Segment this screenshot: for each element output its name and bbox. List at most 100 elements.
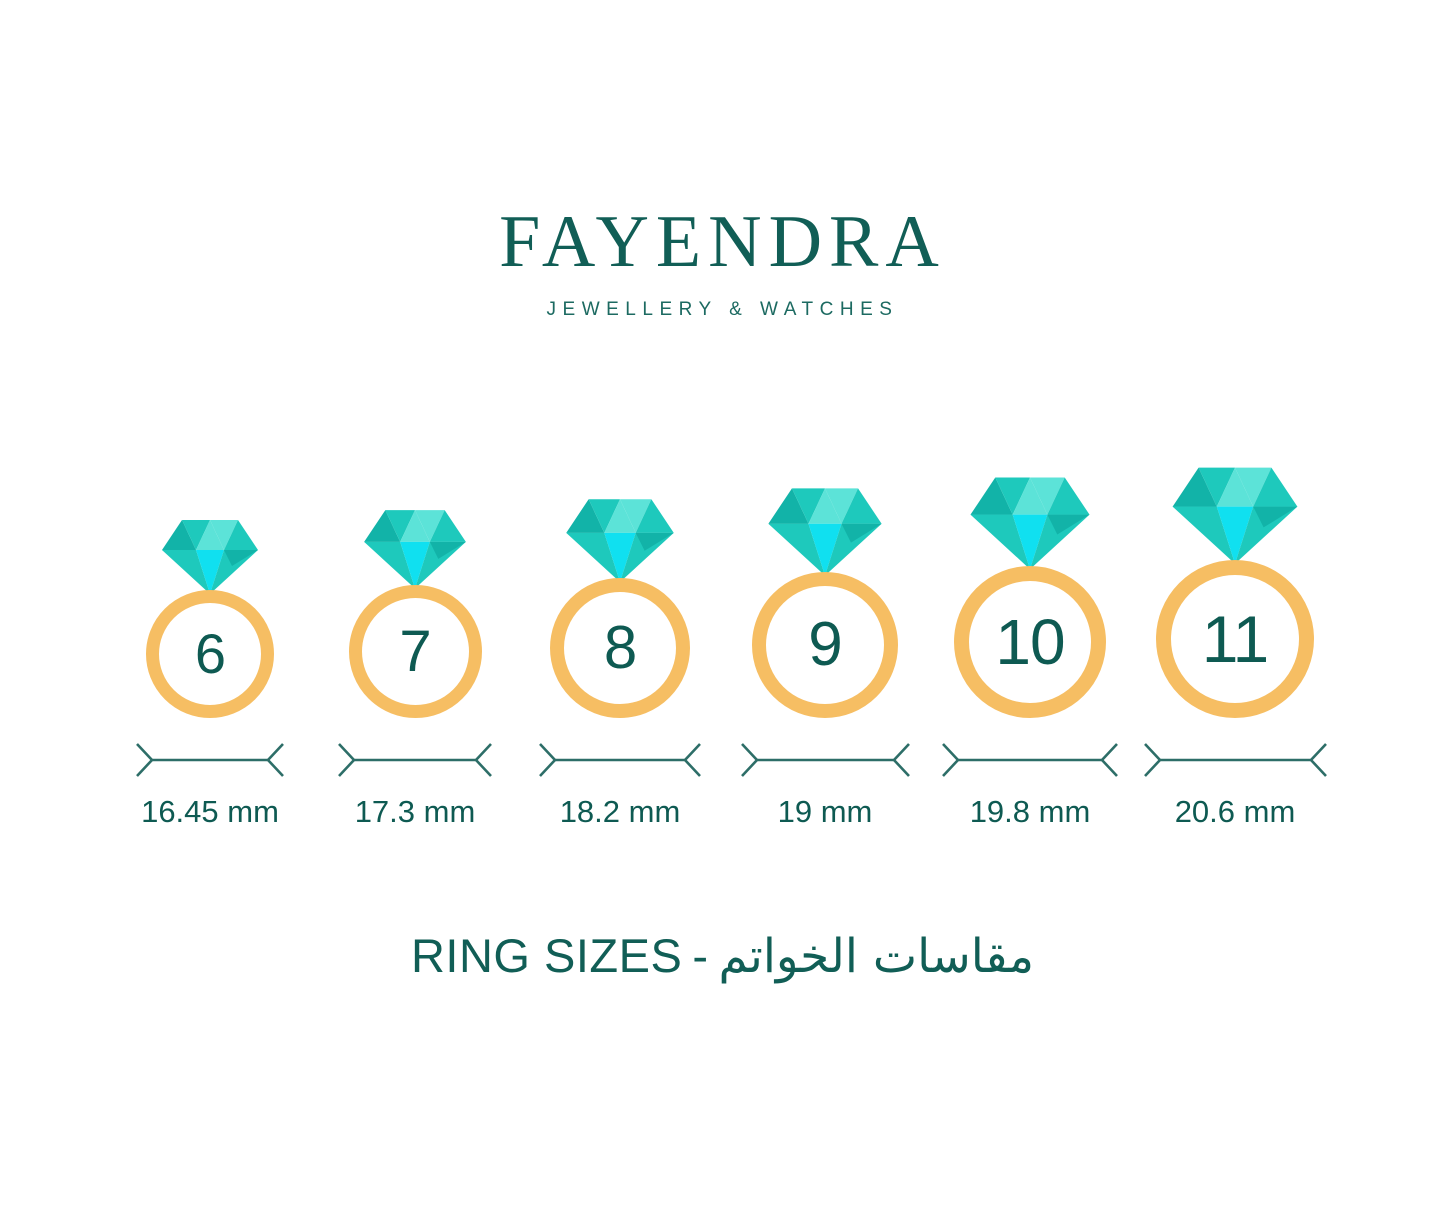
chart-title-english: RING SIZES bbox=[410, 929, 683, 982]
diamond-facet-9 bbox=[841, 523, 882, 543]
diamond-facet-8 bbox=[210, 550, 258, 594]
dimension-arrow bbox=[740, 743, 910, 777]
dimension-arrowhead-right bbox=[474, 743, 492, 777]
dimension-arrowhead-left bbox=[1143, 743, 1162, 777]
ring-measurement-label: 17.3 mm bbox=[354, 794, 476, 829]
brand-subtitle: JEWELLERY & WATCHES bbox=[546, 299, 899, 320]
diamond-icon bbox=[162, 520, 258, 594]
dimension-arrowhead-right bbox=[1100, 743, 1118, 777]
ring-measurement-label: 20.6 mm bbox=[1174, 794, 1296, 829]
diamond-facet-6 bbox=[566, 532, 620, 582]
brand-logo: FAYENDRA JEWELLERY & WATCHES bbox=[0, 205, 1445, 321]
dimension-arrowhead-left bbox=[136, 743, 154, 777]
diamond-facet-2 bbox=[604, 498, 636, 533]
diamond-facet-9 bbox=[224, 550, 258, 566]
diamond-facet-0 bbox=[1172, 467, 1217, 507]
diamond-facet-3 bbox=[415, 510, 445, 543]
dimension-indicator bbox=[1143, 740, 1327, 780]
ring-band: 6 bbox=[146, 590, 274, 718]
dimension-indicator bbox=[942, 740, 1118, 780]
diamond-facet-1 bbox=[588, 498, 620, 533]
ring-size-number: 9 bbox=[808, 610, 842, 679]
diamond-icon bbox=[1172, 467, 1298, 564]
dimension-arrowhead-right bbox=[1308, 743, 1327, 777]
dimension-indicator bbox=[740, 740, 910, 780]
diamond-facet-0 bbox=[566, 498, 605, 533]
dimension-indicator bbox=[338, 740, 492, 780]
diamond-facet-7 bbox=[1216, 506, 1254, 564]
diamond-facet-7 bbox=[808, 523, 842, 576]
chart-title-arabic: مقاسات الخواتم bbox=[718, 929, 1035, 984]
diamond-facet-2 bbox=[1012, 477, 1048, 515]
ring-size-number: 8 bbox=[603, 614, 637, 681]
ring-band: 10 bbox=[954, 566, 1106, 718]
ring-size-row: 6 16.45 mm 7 17.3 mm 8 18.2 mm 9 19 mm 10 19.8 mm… bbox=[0, 440, 1445, 830]
ring-size-cell[interactable]: 8 18.2 mm bbox=[518, 440, 723, 830]
dimension-arrow bbox=[942, 743, 1118, 777]
diamond-facet-4 bbox=[429, 510, 466, 543]
ring-measurement-label: 19.8 mm bbox=[969, 794, 1091, 829]
ring-graphic: 6 bbox=[146, 518, 274, 718]
diamond-facet-4 bbox=[224, 520, 258, 550]
ring-size-number: 11 bbox=[1201, 602, 1270, 676]
diamond-facet-6 bbox=[364, 542, 415, 589]
ring-band: 9 bbox=[752, 572, 898, 718]
diamond-facet-7 bbox=[604, 532, 636, 582]
ring-band: 8 bbox=[550, 578, 690, 718]
diamond-facet-4 bbox=[1047, 477, 1090, 515]
diamond-facet-8 bbox=[1235, 506, 1298, 564]
ring-size-cell[interactable]: 9 19 mm bbox=[723, 440, 928, 830]
diamond-facet-2 bbox=[808, 488, 842, 524]
dimension-arrowhead-left bbox=[942, 743, 960, 777]
ring-size-cell[interactable]: 10 19.8 mm bbox=[928, 440, 1133, 830]
dimension-arrowhead-right bbox=[266, 743, 284, 777]
diamond-facet-0 bbox=[364, 510, 401, 543]
diamond-facet-2 bbox=[196, 520, 224, 550]
ring-size-cell[interactable]: 7 17.3 mm bbox=[313, 440, 518, 830]
diamond-icon bbox=[768, 488, 882, 576]
dimension-indicator bbox=[136, 740, 284, 780]
diamond-facet-6 bbox=[162, 550, 210, 594]
diamond-facet-8 bbox=[1030, 514, 1090, 570]
dimension-arrow bbox=[136, 743, 284, 777]
diamond-facet-9 bbox=[429, 542, 466, 560]
diamond-facet-7 bbox=[400, 542, 430, 589]
diamond-facet-1 bbox=[385, 510, 415, 543]
ring-size-number: 10 bbox=[995, 606, 1065, 678]
dimension-arrowhead-left bbox=[338, 743, 356, 777]
diamond-facet-2 bbox=[1216, 467, 1254, 507]
diamond-facet-1 bbox=[1198, 467, 1235, 507]
ring-graphic: 8 bbox=[550, 497, 690, 718]
diamond-facet-0 bbox=[970, 477, 1013, 515]
ring-graphic: 7 bbox=[348, 508, 482, 718]
diamond-facet-1 bbox=[995, 477, 1030, 515]
diamond-facet-9 bbox=[635, 532, 674, 551]
diamond-facet-7 bbox=[1012, 514, 1048, 570]
ring-size-cell[interactable]: 11 20.6 mm bbox=[1133, 440, 1338, 830]
diamond-icon bbox=[566, 498, 674, 582]
ring-band: 11 bbox=[1156, 560, 1314, 718]
dimension-indicator bbox=[539, 740, 701, 780]
diamond-facet-0 bbox=[768, 488, 809, 524]
diamond-facet-0 bbox=[162, 520, 196, 550]
ring-size-cell[interactable]: 6 16.45 mm bbox=[108, 440, 313, 830]
diamond-facet-4 bbox=[1253, 467, 1298, 507]
chart-title: RING SIZES - مقاسات الخواتم bbox=[0, 928, 1445, 984]
diamond-facet-4 bbox=[841, 488, 882, 524]
dimension-arrowhead-left bbox=[740, 743, 759, 777]
dimension-arrow bbox=[539, 743, 701, 777]
ring-graphic: 11 bbox=[1156, 465, 1314, 718]
brand-wordmark: FAYENDRA bbox=[499, 201, 946, 283]
diamond-facet-9 bbox=[1047, 514, 1090, 535]
diamond-icon bbox=[970, 477, 1090, 570]
ring-graphic: 9 bbox=[752, 486, 898, 718]
ring-measurement-label: 19 mm bbox=[777, 794, 873, 829]
diamond-facet-3 bbox=[210, 520, 238, 550]
diamond-facet-6 bbox=[1172, 506, 1235, 564]
diamond-facet-7 bbox=[196, 550, 224, 594]
diamond-facet-3 bbox=[825, 488, 859, 524]
ring-band: 7 bbox=[348, 585, 482, 718]
diamond-facet-3 bbox=[1235, 467, 1272, 507]
diamond-facet-9 bbox=[1253, 506, 1298, 528]
ring-size-number: 6 bbox=[194, 622, 226, 685]
